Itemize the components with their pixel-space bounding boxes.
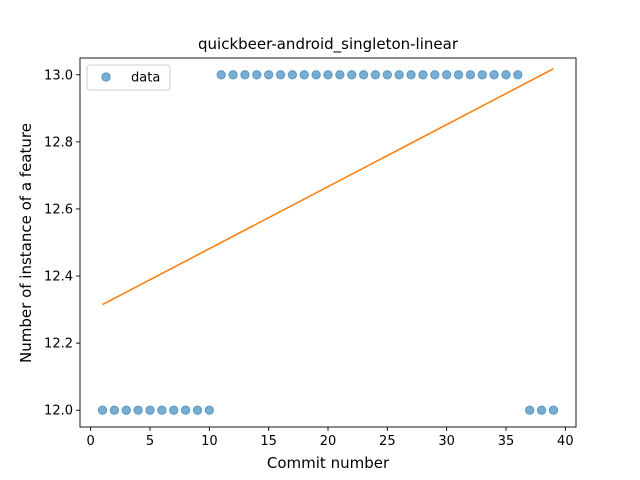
legend: data [86, 64, 171, 91]
legend-marker [101, 72, 111, 82]
legend-label: data [131, 71, 160, 86]
data-point [252, 70, 262, 80]
data-point [335, 70, 345, 80]
data-point [192, 405, 203, 415]
data-point [477, 70, 487, 80]
data-point [489, 70, 499, 80]
data-point [228, 70, 238, 80]
x-tick-label: 20 [320, 434, 337, 449]
x-tick-label: 0 [87, 434, 95, 449]
x-tick-label: 30 [438, 434, 455, 449]
data-point [263, 70, 274, 80]
data-point [299, 70, 309, 80]
y-tick-label: 13.0 [44, 68, 73, 83]
data-point [430, 70, 440, 80]
data-point [240, 70, 250, 80]
x-tick-label: 5 [146, 434, 154, 449]
x-tick-label: 40 [557, 434, 574, 449]
data-point [157, 405, 167, 415]
x-tick-label: 35 [498, 434, 515, 449]
data-point [169, 405, 179, 415]
data-point [145, 405, 155, 415]
chart-title: quickbeer-android_singleton-linear [198, 35, 459, 54]
plot-area: 0 5 10 15 20 25 30 35 40 12.0 12.2 12.4 12.6 12.8 13.0 [44, 57, 577, 449]
data-point [453, 70, 464, 80]
data-point [418, 70, 428, 80]
data-point [358, 70, 369, 80]
data-point [548, 405, 559, 415]
data-point [501, 70, 511, 80]
data-point [382, 70, 393, 80]
data-point [204, 405, 215, 415]
data-point [323, 70, 333, 80]
data-point [536, 405, 547, 415]
data-point [133, 405, 143, 415]
data-point [287, 70, 298, 80]
data-point [394, 70, 404, 80]
data-point [216, 70, 226, 80]
data-point [370, 70, 381, 80]
y-tick-label: 12.4 [44, 270, 73, 285]
fit-line [102, 68, 554, 306]
x-tick-label: 15 [260, 434, 277, 449]
legend-box [86, 64, 171, 91]
y-tick-label: 12.2 [44, 337, 73, 352]
data-point [347, 70, 357, 80]
data-point [406, 70, 416, 80]
data-point [97, 405, 108, 415]
data-point [513, 70, 523, 80]
y-axis-label: Number of instance of a feature [17, 123, 35, 363]
data-point [275, 70, 286, 80]
x-tick-label: 25 [379, 434, 396, 449]
data-point [311, 70, 321, 80]
data-point [465, 70, 476, 80]
data-point [109, 405, 120, 415]
x-tick-label: 10 [201, 434, 218, 449]
data-point [180, 405, 191, 415]
y-tick-label: 12.6 [44, 202, 73, 217]
data-point [525, 405, 535, 415]
data-point [441, 70, 452, 80]
y-tick-label: 12.0 [44, 404, 73, 419]
y-tick-label: 12.8 [44, 135, 73, 150]
data-point [121, 405, 131, 415]
x-axis-label: Commit number [267, 454, 390, 472]
